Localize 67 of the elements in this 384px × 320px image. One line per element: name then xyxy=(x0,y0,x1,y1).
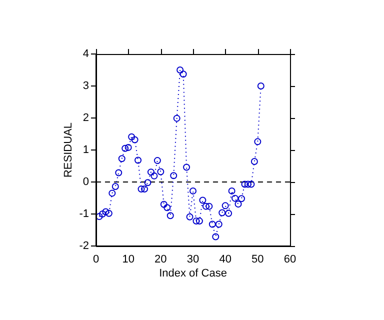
point xyxy=(202,202,210,210)
y-tick-label: 0 xyxy=(82,176,89,188)
point xyxy=(134,156,142,164)
point xyxy=(166,212,174,220)
x-tick-label: 10 xyxy=(122,254,134,266)
point xyxy=(250,158,258,166)
x-axis-title: Index of Case xyxy=(159,267,227,280)
point xyxy=(199,196,206,204)
point xyxy=(176,66,184,74)
point xyxy=(128,133,136,140)
point xyxy=(124,144,132,151)
point xyxy=(112,182,119,190)
point xyxy=(122,144,129,152)
point xyxy=(206,202,213,210)
point xyxy=(115,169,122,176)
point xyxy=(196,218,203,225)
point xyxy=(212,233,220,240)
point xyxy=(160,200,168,208)
point xyxy=(234,200,242,208)
point xyxy=(170,172,178,180)
point xyxy=(118,155,126,162)
x-tick-label: 30 xyxy=(186,254,200,266)
point xyxy=(144,179,152,186)
point xyxy=(254,138,262,146)
x-tick-label: 20 xyxy=(154,254,167,266)
point xyxy=(248,180,255,188)
y-tick-label: 1 xyxy=(82,144,89,156)
point xyxy=(154,157,161,164)
point xyxy=(225,210,232,217)
y-tick-label: 3 xyxy=(82,80,89,92)
point xyxy=(105,210,112,217)
point xyxy=(96,213,103,220)
x-tick-label: 50 xyxy=(252,254,264,266)
point xyxy=(150,172,158,180)
point xyxy=(190,187,196,194)
point xyxy=(244,180,252,188)
point xyxy=(238,195,245,202)
point xyxy=(232,194,239,202)
point xyxy=(147,168,154,176)
point xyxy=(173,114,180,122)
y-tick-label: -1 xyxy=(79,208,89,220)
point xyxy=(228,187,236,194)
point xyxy=(164,204,171,212)
x-tick-label: 40 xyxy=(219,254,232,266)
point xyxy=(257,82,264,90)
x-tick-label: 60 xyxy=(284,254,296,266)
point xyxy=(186,213,194,220)
y-axis-title: RESIDUAL xyxy=(62,122,75,178)
point xyxy=(102,208,110,216)
point xyxy=(141,186,148,193)
point xyxy=(108,190,116,197)
y-tick-label: 2 xyxy=(82,112,89,124)
point xyxy=(192,218,200,225)
point xyxy=(218,209,226,216)
point xyxy=(183,164,190,171)
point xyxy=(241,180,248,188)
point xyxy=(138,186,145,193)
point xyxy=(222,202,229,210)
point xyxy=(98,210,106,218)
y-tick-label: -2 xyxy=(79,240,89,252)
point xyxy=(208,220,216,228)
x-tick-label: 0 xyxy=(92,254,100,266)
y-tick-label: 4 xyxy=(82,48,89,60)
point xyxy=(180,70,187,78)
point xyxy=(215,220,222,228)
point xyxy=(157,168,164,176)
point xyxy=(131,136,138,144)
